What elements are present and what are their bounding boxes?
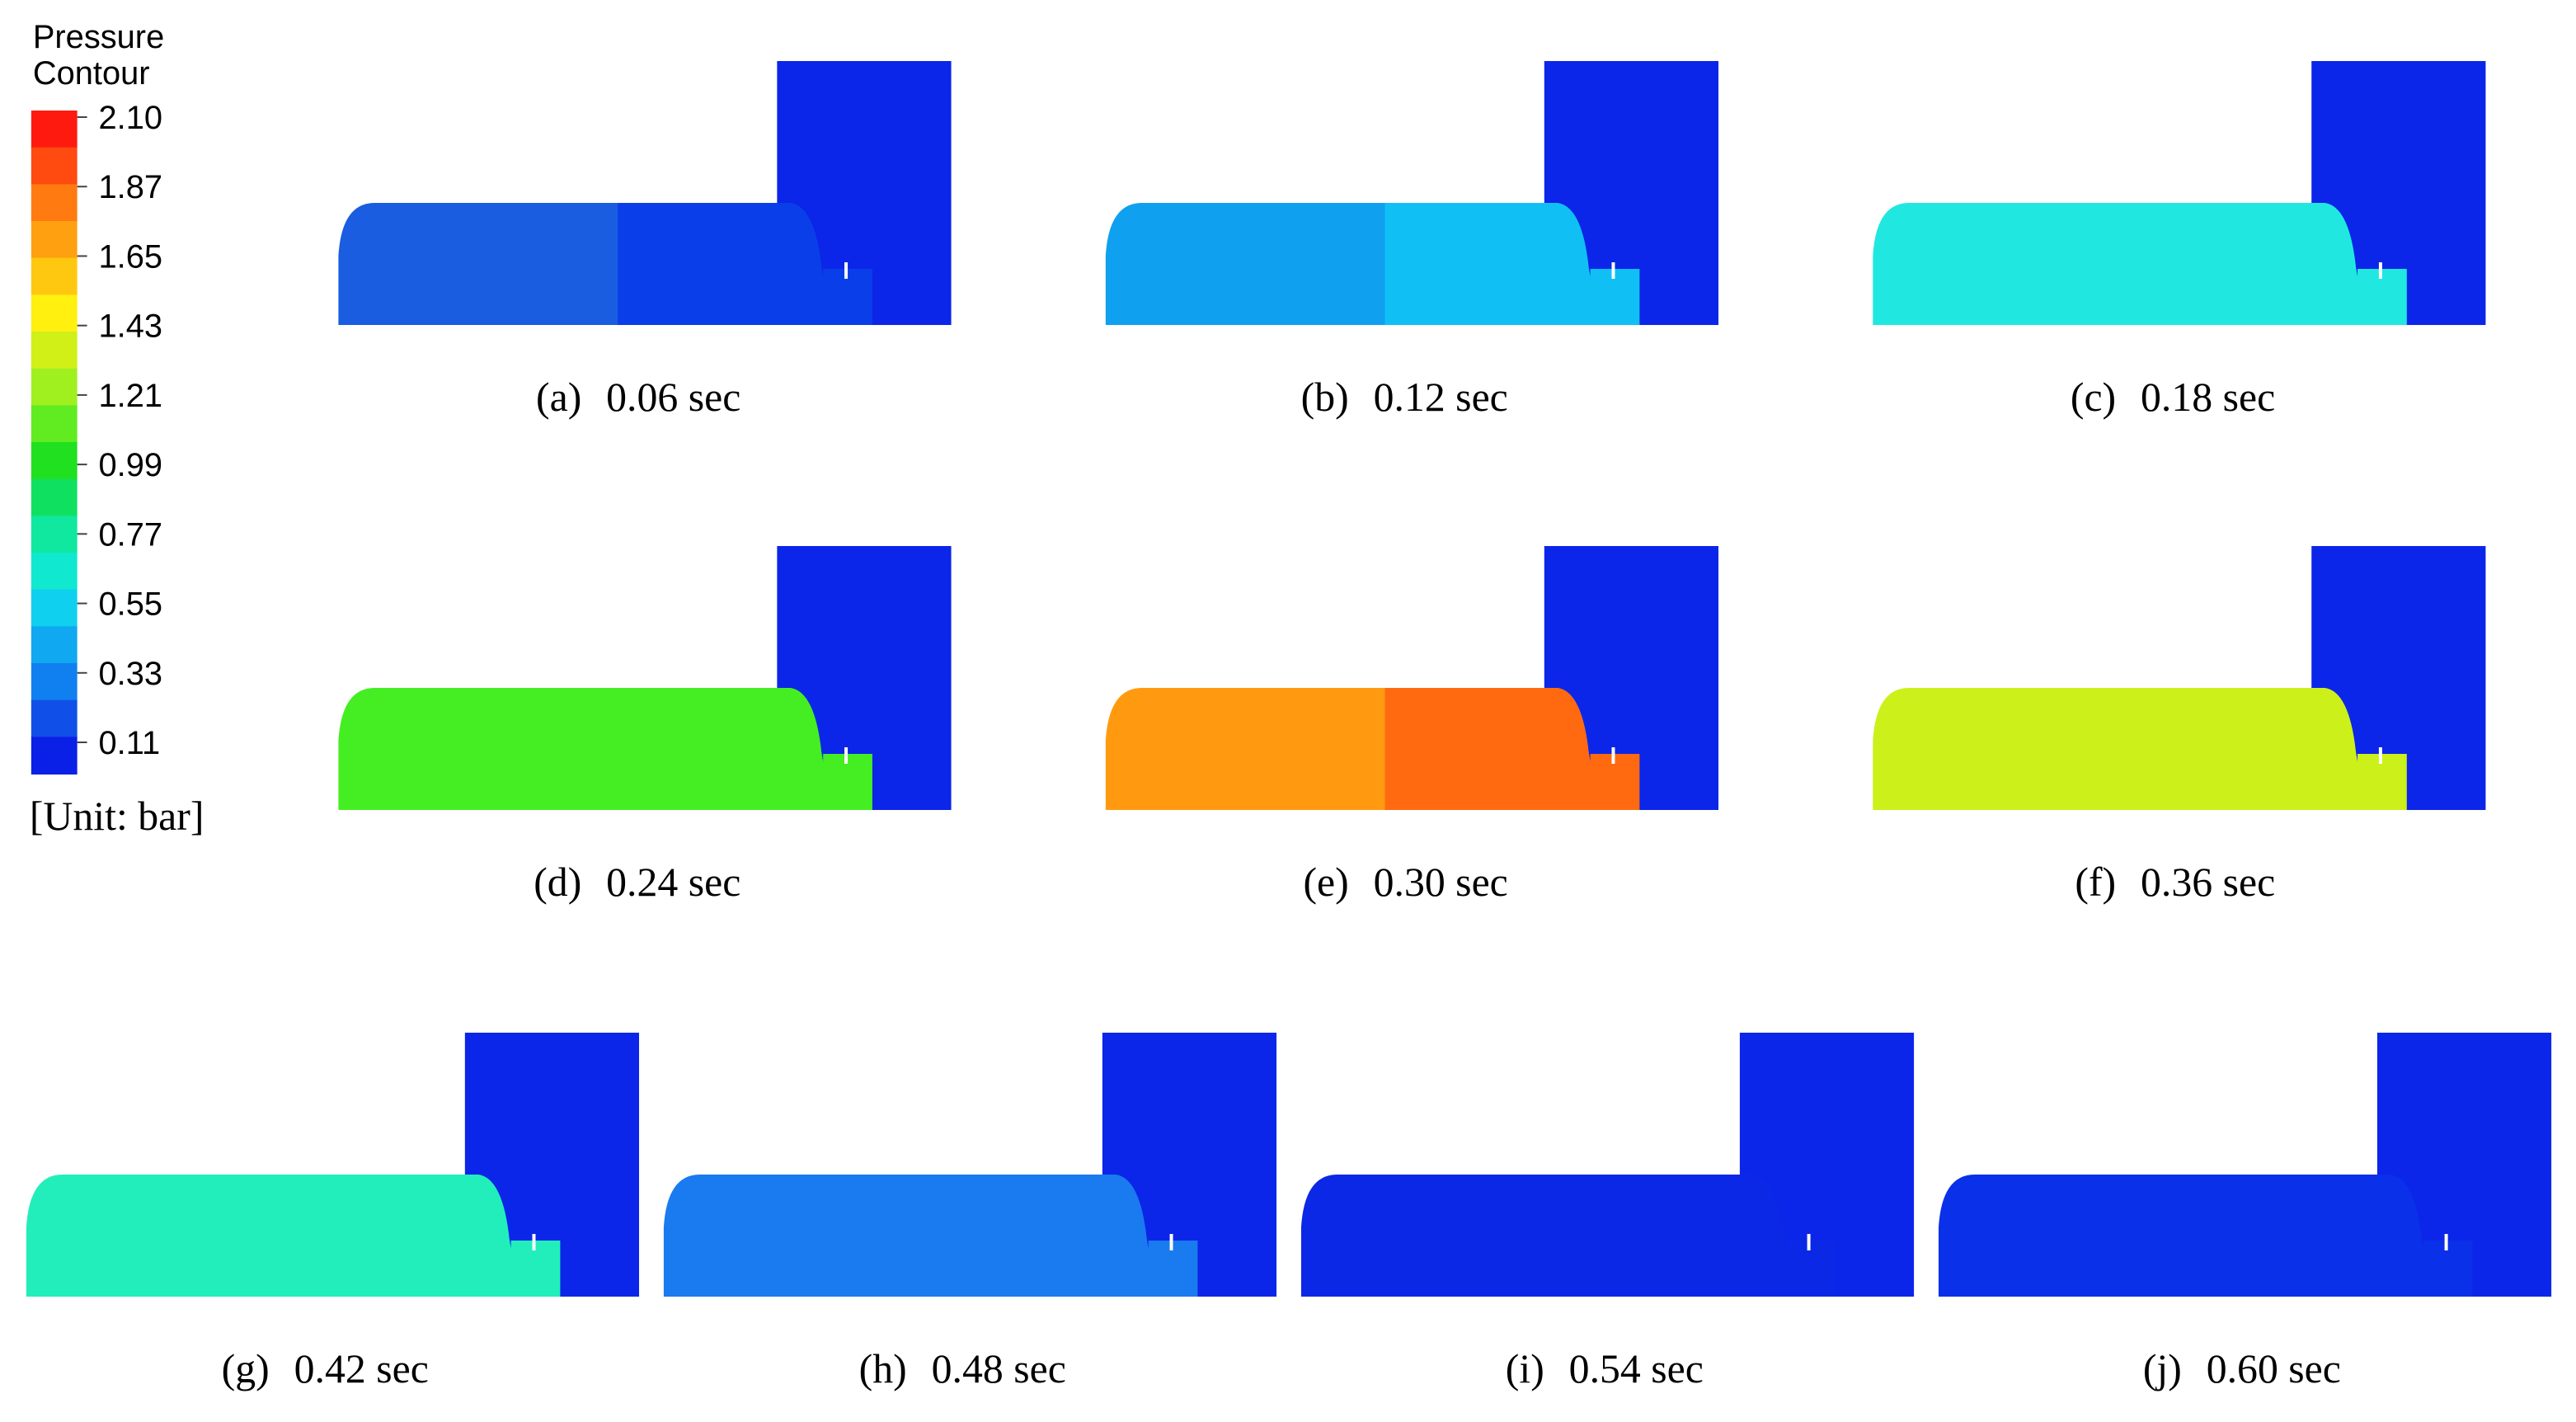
colorbar-band [31,184,78,222]
colorbar-band [31,589,78,628]
tank-body-right [2151,688,2366,810]
colorbar-label: 0.55 [99,586,163,622]
tank-body-right [1384,203,1599,325]
panel-time: 0.42 sec [294,1346,429,1391]
colorbar-band [31,147,78,186]
panel-time: 0.36 sec [2141,859,2275,905]
tank-body-right [1384,688,1599,810]
colorbar-band [31,294,78,332]
colorbar-label: 0.33 [99,656,163,692]
colorbar-band [31,111,78,148]
colorbar-band [31,553,78,591]
panel-label: (e) [1303,859,1348,905]
tank-body-right [2151,203,2366,325]
panel-label: (f) [2075,859,2116,905]
panel-time: 0.54 sec [1569,1346,1704,1391]
panel-time: 0.48 sec [932,1346,1066,1391]
panel-time: 0.24 sec [606,859,740,905]
colorbar-band [31,516,78,553]
tank-body-right [942,1175,1157,1297]
colorbar-label: 0.99 [99,447,163,483]
colorbar-band [31,737,78,775]
colorbar-label: 0.77 [99,516,163,553]
colorbar-label: 1.87 [99,169,163,205]
colorbar-band [31,332,78,370]
legend-title: Pressure [33,19,164,55]
colorbar-band [31,368,78,407]
colorbar-band [31,663,78,701]
panel-time: 0.06 sec [606,374,740,420]
colorbar-label: 1.43 [99,308,163,345]
colorbar-band [31,221,78,259]
tank-body-right [2217,1175,2432,1297]
panel-time: 0.60 sec [2207,1346,2341,1391]
colorbar-band [31,405,78,443]
panel-label: (b) [1301,374,1349,420]
panel-label: (j) [2143,1346,2182,1391]
panel-label: (g) [222,1346,270,1391]
colorbar-band [31,478,78,517]
tank-body-right [618,688,832,810]
legend-title: Contour [33,55,150,92]
panel-label: (i) [1506,1346,1544,1391]
panel-label: (d) [534,859,581,905]
panel-label: (a) [536,374,581,420]
tank-body-right [1580,1175,1794,1297]
colorbar-band [31,699,78,738]
colorbar-label: 2.10 [99,100,163,136]
panel-time: 0.30 sec [1374,859,1508,905]
panel-time: 0.12 sec [1374,374,1508,420]
panel-label: (c) [2071,374,2116,420]
tank-body-right [618,203,832,325]
tank-body-right [305,1175,519,1297]
colorbar-label: 1.21 [99,378,163,414]
colorbar-label: 1.65 [99,238,163,275]
colorbar-band [31,257,78,296]
panel-label: (h) [859,1346,907,1391]
colorbar-band [31,442,78,480]
colorbar-label: 0.11 [99,725,161,761]
panel-time: 0.18 sec [2141,374,2275,420]
legend-unit: [Unit: bar] [30,793,204,839]
colorbar-band [31,626,78,664]
